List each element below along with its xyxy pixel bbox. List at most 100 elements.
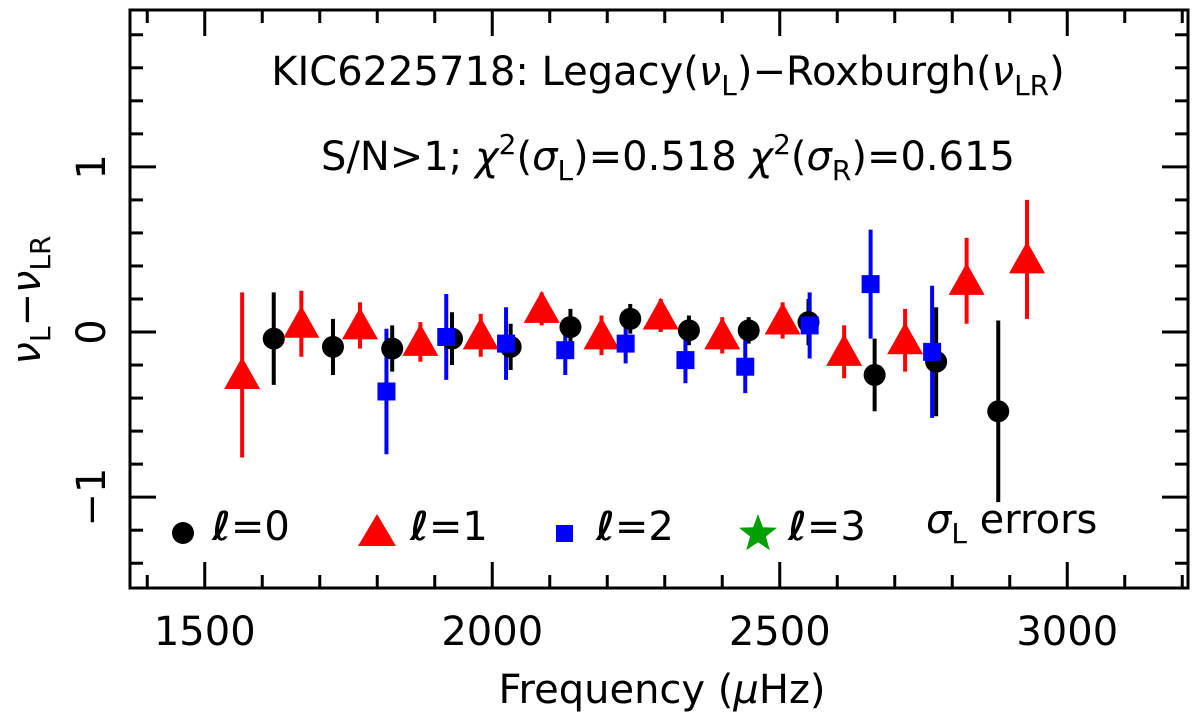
point-l=0 <box>321 335 344 358</box>
y-tick-label: −1 <box>69 468 115 527</box>
title2-sub1: L <box>557 154 573 187</box>
point-l=1 <box>462 317 499 350</box>
y-axis-title-group: νL−νLR <box>4 236 57 365</box>
point-l=1 <box>1009 241 1045 274</box>
point-l=2 <box>861 275 880 294</box>
title1-mid: )−Roxburgh( <box>737 49 992 95</box>
title-line-2: S/N>1; χ2(σL)=0.518 χ2(σR)=0.615 <box>321 128 1015 187</box>
legend-label-l3: ℓ=3 <box>787 504 866 550</box>
y-tick-label-group: 1 <box>69 154 115 179</box>
legend-ell-l0: ℓ <box>211 504 231 550</box>
y-tick-label-group: 0 <box>69 319 115 344</box>
point-l=2 <box>616 334 635 353</box>
x-axis-title: Frequency (μHz) <box>498 667 825 713</box>
y-tick-label: 1 <box>69 154 115 179</box>
title1-nu2: ν <box>992 49 1014 95</box>
y-tick-label: 0 <box>69 319 115 344</box>
legend: ℓ=0 ℓ=1 ℓ=2 ℓ=3 σL errors <box>172 497 1097 551</box>
x-tick-label: 3000 <box>1016 609 1118 655</box>
title2-snr: S/N>1; <box>321 134 475 180</box>
point-l=2 <box>676 351 695 370</box>
ylabel-sub1: L <box>24 326 57 342</box>
title1-prefix: KIC6225718: Legacy( <box>271 49 699 95</box>
legend-marker-l3 <box>739 514 777 551</box>
legend-marker-l2 <box>556 525 573 542</box>
point-l=1 <box>826 333 863 366</box>
point-l=1 <box>642 297 679 330</box>
legend-text-l2: =2 <box>615 504 674 550</box>
point-l=2 <box>736 357 755 376</box>
legend-note: σL errors <box>926 497 1097 550</box>
point-l=1 <box>523 290 560 323</box>
x-tick-label: 1500 <box>154 609 256 655</box>
title2-gap <box>737 134 750 180</box>
x-tick-label: 2500 <box>729 609 831 655</box>
xlabel-mu: μ <box>732 667 758 713</box>
legend-note-sub: L <box>951 517 967 550</box>
title2-sig2: σ <box>807 134 834 180</box>
title2-chi1: χ <box>473 134 500 180</box>
point-l=0 <box>737 319 760 342</box>
point-l=0 <box>987 400 1010 423</box>
point-l=1 <box>704 317 741 350</box>
legend-ell-l2: ℓ <box>595 504 615 550</box>
title2-chi2: χ <box>747 134 774 180</box>
title2-sup1: 2 <box>499 128 517 161</box>
point-l=2 <box>377 382 396 401</box>
title2-open2: ( <box>791 134 807 180</box>
point-l=0 <box>381 337 404 360</box>
y-tick-label-group: −1 <box>69 468 115 527</box>
ylabel-nu2: ν <box>4 271 50 293</box>
legend-label-l1: ℓ=1 <box>409 504 488 550</box>
legend-ell-l1: ℓ <box>409 504 429 550</box>
legend-text-l3: =3 <box>807 504 866 550</box>
y-axis-title: νL−νLR <box>4 236 57 365</box>
title-line-1: KIC6225718: Legacy(νL)−Roxburgh(νLR) <box>271 49 1065 102</box>
point-l=2 <box>497 334 516 353</box>
point-l=2 <box>437 327 456 346</box>
point-l=1 <box>948 262 985 295</box>
point-l=2 <box>800 316 819 335</box>
title2-val1: )=0.518 <box>573 134 737 180</box>
xlabel-suffix: Hz) <box>759 667 826 713</box>
ylabel-minus: − <box>4 293 50 327</box>
point-l=1 <box>402 323 439 356</box>
legend-ell-l3: ℓ <box>787 504 807 550</box>
point-l=1 <box>342 307 378 340</box>
point-l=2 <box>923 342 942 361</box>
legend-note-text: errors <box>967 497 1097 543</box>
legend-marker-l0 <box>172 522 194 544</box>
point-l=0 <box>863 363 886 386</box>
legend-text-l1: =1 <box>429 504 488 550</box>
legend-note-sigma: σ <box>926 497 953 543</box>
axis-tick-labels: 1500 2000 2500 3000 −1 0 1 <box>69 154 1118 655</box>
ylabel-sub2: LR <box>24 236 57 271</box>
legend-marker-l1 <box>358 514 396 546</box>
axis-ticks <box>130 10 1188 588</box>
point-l=1 <box>887 322 924 355</box>
ylabel-nu1: ν <box>4 342 50 364</box>
point-l=1 <box>764 302 801 335</box>
title2-sup2: 2 <box>773 128 791 161</box>
point-l=2 <box>556 341 575 360</box>
legend-label-l2: ℓ=2 <box>595 504 674 550</box>
xlabel-prefix: Frequency ( <box>498 667 733 713</box>
point-l=0 <box>559 316 582 339</box>
title1-suffix: ) <box>1049 49 1065 95</box>
data-markers <box>224 241 1045 423</box>
title1-sub2: LR <box>1014 69 1049 102</box>
point-l=1 <box>583 317 620 350</box>
title1-nu1: ν <box>699 49 721 95</box>
title2-open1: ( <box>516 134 532 180</box>
point-l=0 <box>619 307 642 330</box>
legend-text-l0: =0 <box>231 504 290 550</box>
legend-label-l0: ℓ=0 <box>211 504 290 550</box>
point-l=1 <box>224 356 261 389</box>
title2-val2: )=0.615 <box>851 134 1015 180</box>
title2-sub2: R <box>832 154 851 187</box>
point-l=0 <box>262 327 285 350</box>
point-l=1 <box>283 305 320 338</box>
x-tick-label: 2000 <box>441 609 543 655</box>
point-l=0 <box>677 319 700 342</box>
